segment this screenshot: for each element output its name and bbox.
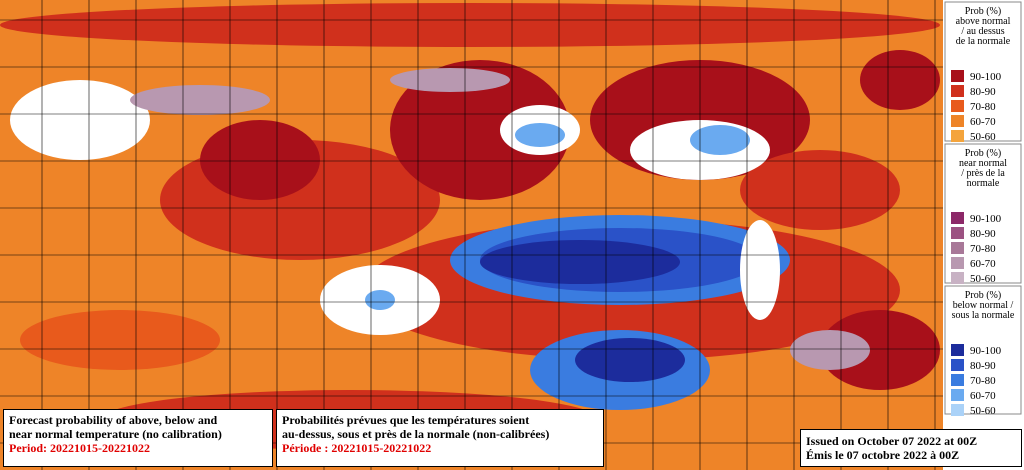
caption-line: Forecast probability of above, below and — [9, 413, 218, 427]
caption-period: Période : 20221015-20221022 — [282, 441, 432, 455]
legend-swatch — [951, 100, 964, 112]
legend-title: / au dessus — [961, 26, 1004, 37]
legend-label: 70-80 — [970, 243, 996, 255]
legend-label: 70-80 — [970, 375, 996, 387]
legend-title: below normal / — [953, 300, 1014, 311]
legend-title: sous la normale — [952, 310, 1015, 321]
caption-line: Probabilités prévues que les température… — [282, 413, 530, 427]
legend-title: Prob (%) — [965, 148, 1001, 159]
legend-label: 50-60 — [970, 405, 996, 417]
legend-label: 60-70 — [970, 390, 996, 402]
legend-title: normale — [967, 178, 1000, 189]
legend-label: 80-90 — [970, 360, 996, 372]
legend-swatch — [951, 85, 964, 97]
legend-swatch — [951, 389, 964, 401]
caption-fr-box: Probabilités prévues que les température… — [276, 409, 604, 467]
caption-period: Period: 20221015-20221022 — [9, 441, 150, 455]
legend-swatch — [951, 227, 964, 239]
legend-label: 90-100 — [970, 213, 1002, 225]
legend-swatch — [951, 404, 964, 416]
legend-label: 90-100 — [970, 345, 1002, 357]
issued-line: Issued on October 07 2022 at 00Z — [806, 434, 978, 448]
legend-swatch — [951, 359, 964, 371]
legend-title: Prob (%) — [965, 290, 1001, 301]
legend-swatch — [951, 374, 964, 386]
legend-label: 50-60 — [970, 273, 996, 285]
legend-label: 50-60 — [970, 131, 996, 143]
legend-swatch — [951, 212, 964, 224]
caption-line: au-dessus, sous et près de la normale (n… — [282, 427, 550, 441]
legend-title: near normal — [959, 158, 1007, 169]
issued-line: Émis le 07 octobre 2022 à 00Z — [806, 448, 960, 462]
legend-title: de la normale — [956, 36, 1011, 47]
caption-line: near normal temperature (no calibration) — [9, 427, 222, 441]
legend-label: 60-70 — [970, 116, 996, 128]
legend-title: above normal — [956, 16, 1011, 27]
legend-swatch — [951, 257, 964, 269]
legend-label: 80-90 — [970, 86, 996, 98]
legend-title: Prob (%) — [965, 6, 1001, 17]
legend-swatch — [951, 344, 964, 356]
legend-swatch — [951, 70, 964, 82]
legend-swatch — [951, 130, 964, 142]
legend-swatch — [951, 115, 964, 127]
legend-label: 60-70 — [970, 258, 996, 270]
legend-label: 90-100 — [970, 71, 1002, 83]
legend-swatch — [951, 242, 964, 254]
caption-en-box: Forecast probability of above, below and… — [3, 409, 273, 467]
legend-swatch — [951, 272, 964, 284]
issued-box: Issued on October 07 2022 at 00Z Émis le… — [800, 429, 1022, 467]
legend-label: 70-80 — [970, 101, 996, 113]
legend-title: / près de la — [961, 168, 1005, 179]
legend-label: 80-90 — [970, 228, 996, 240]
